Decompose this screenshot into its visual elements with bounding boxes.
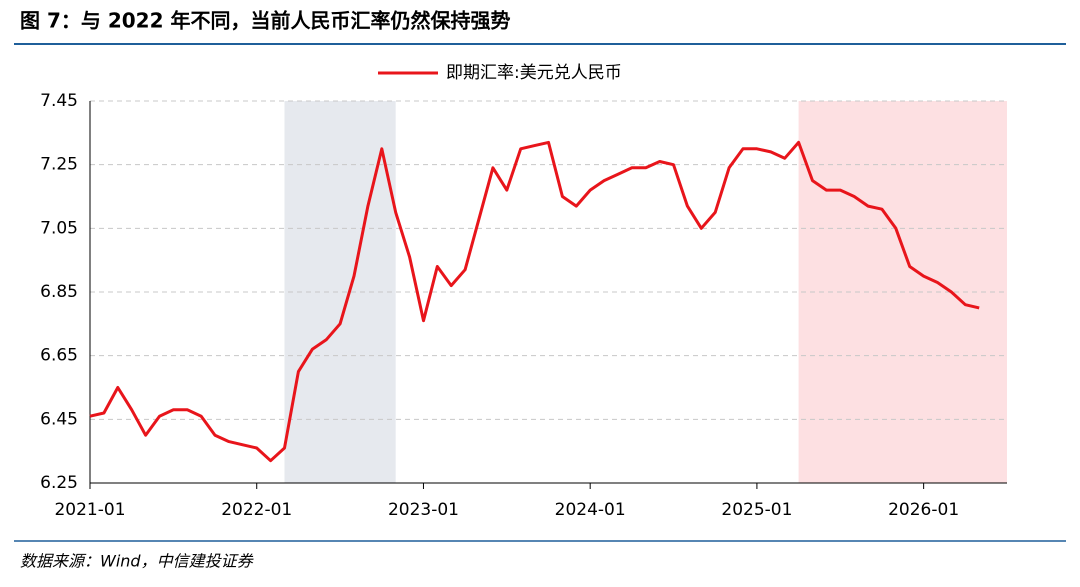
y-tick-label: 6.65 [40,346,78,366]
x-tick-label: 2022-01 [221,500,292,520]
y-tick-label: 6.25 [40,473,78,493]
series-line [89,140,980,463]
x-tick-label: 2023-01 [388,500,459,520]
x-tick-label: 2024-01 [555,500,626,520]
y-tick-label: 7.25 [40,155,78,175]
y-tick-label: 6.85 [40,282,78,302]
source-note: 数据来源：Wind，中信建投证券 [20,552,255,571]
x-tick-label: 2021-01 [54,500,125,520]
y-tick-label: 7.45 [40,91,78,111]
y-tick-label: 7.05 [40,218,78,238]
x-tick-label: 2025-01 [721,500,792,520]
x-tick-label: 2026-01 [888,500,959,520]
chart-title: 图 7：与 2022 年不同，当前人民币汇率仍然保持强势 [20,9,510,33]
legend-label: 即期汇率:美元兑人民币 [446,63,622,83]
y-tick-label: 6.45 [40,409,78,429]
